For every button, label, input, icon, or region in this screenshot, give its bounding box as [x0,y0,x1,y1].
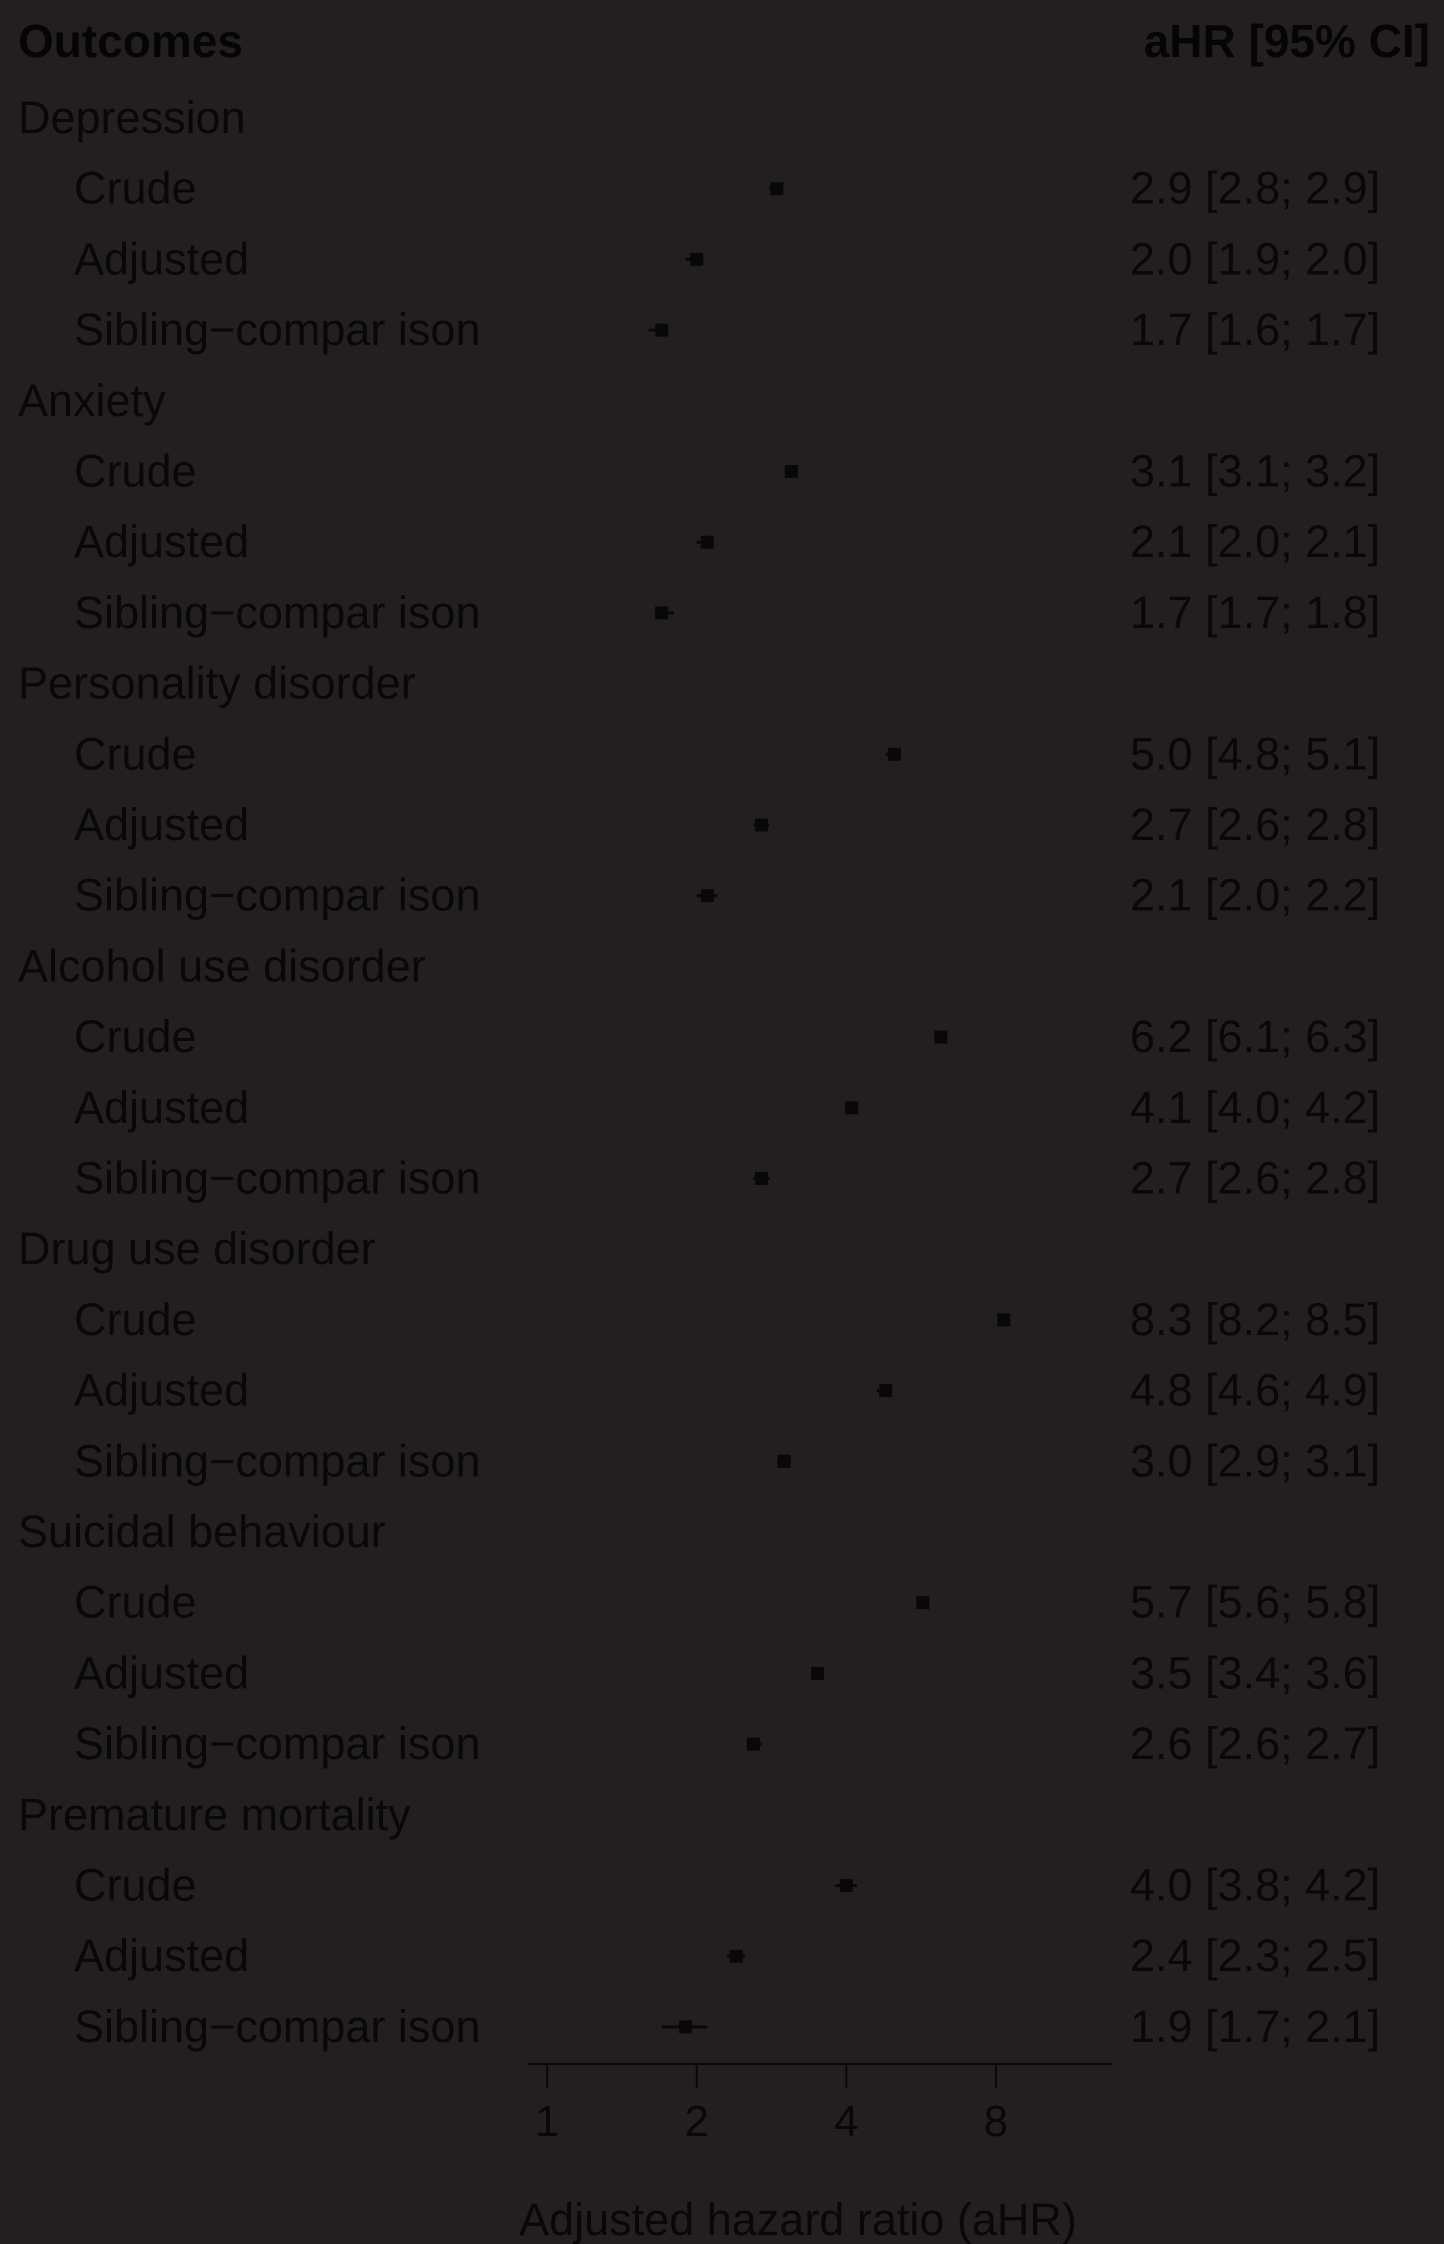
estimate-text: 4.0 [3.8; 4.2] [1130,1860,1380,1911]
group-label: Anxiety [18,375,166,426]
row-label: Crude [74,446,197,497]
row-label: Sibling−compar ison [74,870,480,921]
estimate-text: 3.5 [3.4; 3.6] [1130,1647,1380,1698]
row-label: Adjusted [74,1647,249,1698]
point-estimate [811,1666,825,1680]
estimate-text: 8.3 [8.2; 8.5] [1130,1294,1380,1345]
group-label: Suicidal behaviour [18,1506,386,1557]
row-label: Crude [74,1577,197,1628]
x-tick-label: 1 [535,2097,559,2146]
row-label: Crude [74,163,197,214]
forest-rows: Depression Crude 2.9 [2.8; 2.9] Adjusted 2.0… [18,92,1380,2052]
estimate-text: 2.0 [1.9; 2.0] [1130,233,1380,284]
group-label: Drug use disorder [18,1223,376,1274]
x-axis-title: Adjusted hazard ratio (aHR) [519,2194,1077,2244]
point-estimate [700,889,714,903]
point-estimate [755,818,769,832]
x-axis: 1 2 4 8 [528,2063,1112,2146]
estimate-text: 2.7 [2.6; 2.8] [1130,799,1380,850]
row-label: Sibling−compar ison [74,2001,480,2052]
estimate-text: 2.1 [2.0; 2.1] [1130,516,1380,567]
row-label: Adjusted [74,1082,249,1133]
point-estimate [845,1101,859,1115]
point-estimate [679,2020,693,2034]
x-tick-label: 8 [984,2097,1008,2146]
point-estimate [690,252,704,266]
estimate-text: 4.1 [4.0; 4.2] [1130,1082,1380,1133]
row-label: Adjusted [74,233,249,284]
row-label: Crude [74,1011,197,1062]
estimate-text: 2.1 [2.0; 2.2] [1130,870,1380,921]
row-label: Adjusted [74,799,249,850]
point-estimate [916,1596,930,1610]
estimate-text: 5.7 [5.6; 5.8] [1130,1577,1380,1628]
estimate-text: 5.0 [4.8; 5.1] [1130,728,1380,779]
estimate-text: 2.4 [2.3; 2.5] [1130,1930,1380,1981]
estimate-text: 1.7 [1.6; 1.7] [1130,304,1380,355]
x-tick-label: 4 [834,2097,858,2146]
point-estimate [879,1384,893,1398]
point-estimate [997,1313,1011,1327]
point-estimate [729,1949,743,1963]
estimate-text: 1.7 [1.7; 1.8] [1130,587,1380,638]
point-estimate [700,535,714,549]
row-label: Sibling−compar ison [74,1718,480,1769]
estimate-text: 1.9 [1.7; 2.1] [1130,2001,1380,2052]
point-estimate [770,182,784,196]
x-tick-label: 2 [685,2097,709,2146]
group-label: Alcohol use disorder [18,940,426,991]
point-estimate [746,1737,760,1751]
group-label: Personality disorder [18,658,416,709]
estimate-header: aHR [95% CI] [1144,15,1430,67]
row-label: Crude [74,1294,197,1345]
estimate-text: 3.0 [2.9; 3.1] [1130,1435,1380,1486]
group-label: Premature mortality [18,1789,411,1840]
point-estimate [655,606,669,620]
row-label: Sibling−compar ison [74,587,480,638]
point-estimate [655,323,669,337]
row-label: Sibling−compar ison [74,304,480,355]
row-label: Crude [74,1860,197,1911]
estimate-text: 2.6 [2.6; 2.7] [1130,1718,1380,1769]
row-label: Adjusted [74,1365,249,1416]
point-estimate [755,1172,769,1185]
row-label: Sibling−compar ison [74,1435,480,1486]
outcomes-header: Outcomes [18,15,243,67]
row-label: Crude [74,728,197,779]
point-estimate [839,1879,853,1892]
point-estimate [777,1454,791,1468]
estimate-text: 3.1 [3.1; 3.2] [1130,446,1380,497]
estimate-text: 6.2 [6.1; 6.3] [1130,1011,1380,1062]
point-estimate [887,747,901,761]
row-label: Sibling−compar ison [74,1153,480,1204]
estimate-text: 4.8 [4.6; 4.9] [1130,1365,1380,1416]
row-label: Adjusted [74,1930,249,1981]
estimate-text: 2.9 [2.8; 2.9] [1130,163,1380,214]
point-estimate [934,1030,948,1044]
row-label: Adjusted [74,516,249,567]
point-estimate [784,465,798,478]
group-label: Depression [18,92,246,143]
estimate-text: 2.7 [2.6; 2.8] [1130,1153,1380,1204]
